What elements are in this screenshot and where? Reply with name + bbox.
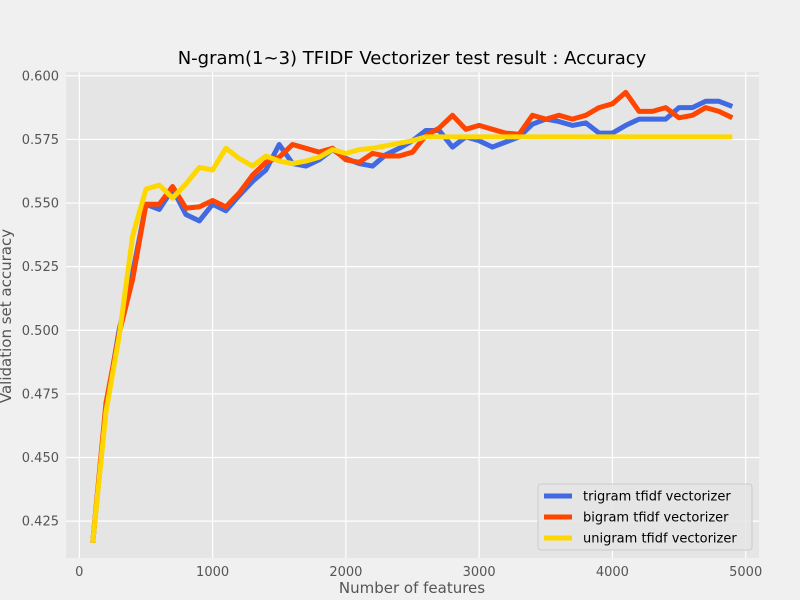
x-axis-label: Number of features — [339, 579, 485, 597]
y-tick-label: 0.475 — [22, 387, 59, 402]
x-tick-label: 4000 — [596, 565, 629, 580]
y-tick-label: 0.525 — [22, 260, 59, 275]
series-lines — [90, 89, 734, 543]
x-tick-label: 5000 — [729, 565, 762, 580]
legend-label: unigram tfidf vectorizer — [583, 532, 737, 547]
legend-label: trigram tfidf vectorizer — [583, 490, 731, 505]
legend-box — [537, 483, 753, 551]
tick-labels: 0 1000 2000 3000 4000 5000 0.425 0.450 0.475 0.50… — [22, 69, 762, 580]
y-tick-label: 0.575 — [22, 133, 59, 148]
y-axis-label: Validation set accuracy — [0, 229, 15, 403]
legend: trigram tfidf vectorizer bigram tfidf vec… — [537, 483, 753, 551]
chart-title: N-gram(1~3) TFIDF Vectorizer test result… — [178, 48, 647, 69]
x-tick-label: 2000 — [329, 565, 362, 580]
x-tick-label: 1000 — [196, 565, 229, 580]
y-tick-label: 0.500 — [22, 324, 59, 339]
series-line-bigram — [90, 89, 734, 543]
series-line-unigram — [90, 134, 733, 543]
y-tick-label: 0.550 — [22, 197, 59, 212]
y-tick-label: 0.450 — [22, 451, 59, 466]
x-tick-label: 3000 — [463, 565, 496, 580]
y-tick-label: 0.600 — [22, 69, 59, 84]
legend-label: bigram tfidf vectorizer — [583, 511, 729, 526]
x-tick-label: 0 — [75, 565, 83, 580]
y-tick-label: 0.425 — [22, 515, 59, 530]
